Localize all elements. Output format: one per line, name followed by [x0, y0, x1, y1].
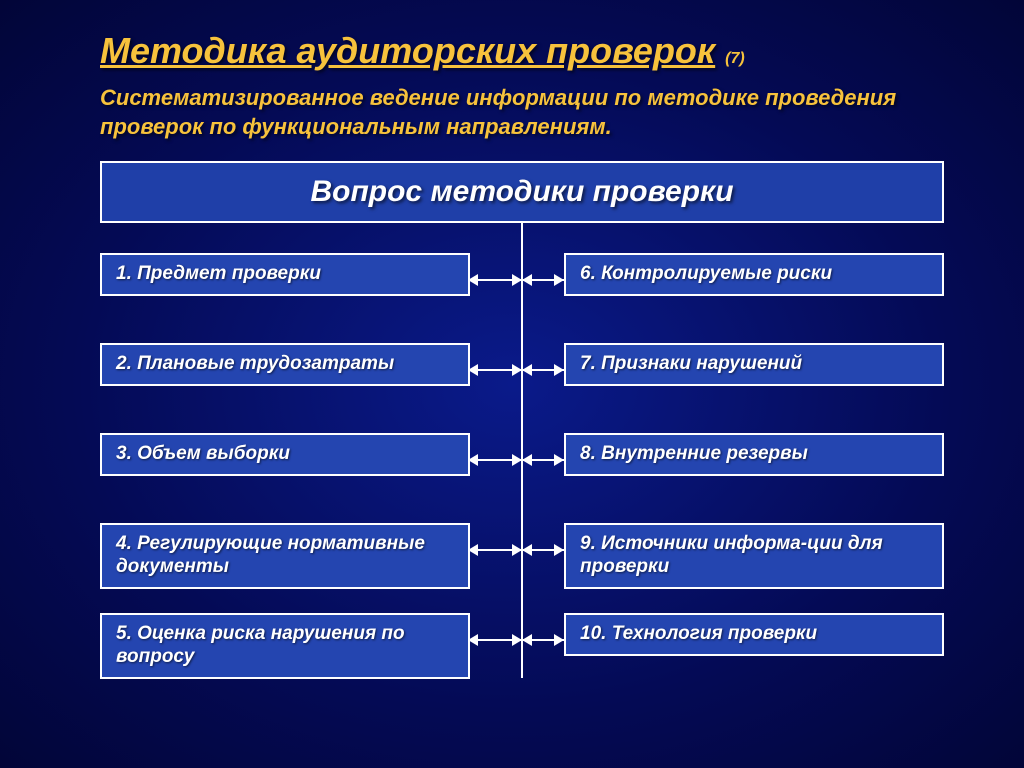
- arrow-left-icon: [468, 364, 478, 376]
- arrow-right-icon: [554, 454, 564, 466]
- diagram-row: 5. Оценка риска нарушения по вопросу 10. …: [100, 613, 944, 685]
- arrow-left-icon: [468, 454, 478, 466]
- item-box-left: 1. Предмет проверки: [100, 253, 470, 296]
- item-box-left: 4. Регулирующие нормативные документы: [100, 523, 470, 589]
- arrow-left-icon: [522, 364, 532, 376]
- diagram-row: 1. Предмет проверки 6. Контролируемые рис…: [100, 253, 944, 325]
- diagram-area: 1. Предмет проверки 6. Контролируемые рис…: [100, 223, 944, 703]
- arrow-left-icon: [522, 544, 532, 556]
- slide-number: (7): [725, 50, 745, 68]
- slide-container: Методика аудиторских проверок (7) Систем…: [0, 0, 1024, 768]
- item-box-right: 8. Внутренние резервы: [564, 433, 944, 476]
- item-box-right: 10. Технология проверки: [564, 613, 944, 656]
- arrow-right-icon: [554, 274, 564, 286]
- arrow-right-icon: [512, 634, 522, 646]
- arrow-left-icon: [522, 634, 532, 646]
- slide-subtitle: Систематизированное ведение информации п…: [100, 84, 944, 141]
- arrow-left-icon: [522, 454, 532, 466]
- item-box-left: 2. Плановые трудозатраты: [100, 343, 470, 386]
- item-box-right: 9. Источники информа-ции для проверки: [564, 523, 944, 589]
- header-box: Вопрос методики проверки: [100, 161, 944, 223]
- arrow-right-icon: [512, 544, 522, 556]
- arrow-right-icon: [554, 544, 564, 556]
- item-box-right: 6. Контролируемые риски: [564, 253, 944, 296]
- diagram-row: 4. Регулирующие нормативные документы 9. …: [100, 523, 944, 595]
- slide-title: Методика аудиторских проверок: [100, 30, 715, 72]
- arrow-left-icon: [468, 544, 478, 556]
- title-row: Методика аудиторских проверок (7): [100, 30, 944, 72]
- item-box-left: 5. Оценка риска нарушения по вопросу: [100, 613, 470, 679]
- item-box-right: 7. Признаки нарушений: [564, 343, 944, 386]
- arrow-right-icon: [512, 454, 522, 466]
- arrow-left-icon: [468, 274, 478, 286]
- arrow-right-icon: [554, 364, 564, 376]
- diagram-row: 2. Плановые трудозатраты 7. Признаки нару…: [100, 343, 944, 415]
- arrow-left-icon: [522, 274, 532, 286]
- arrow-right-icon: [512, 274, 522, 286]
- arrow-right-icon: [554, 634, 564, 646]
- arrow-left-icon: [468, 634, 478, 646]
- arrow-right-icon: [512, 364, 522, 376]
- item-box-left: 3. Объем выборки: [100, 433, 470, 476]
- diagram-row: 3. Объем выборки 8. Внутренние резервы: [100, 433, 944, 505]
